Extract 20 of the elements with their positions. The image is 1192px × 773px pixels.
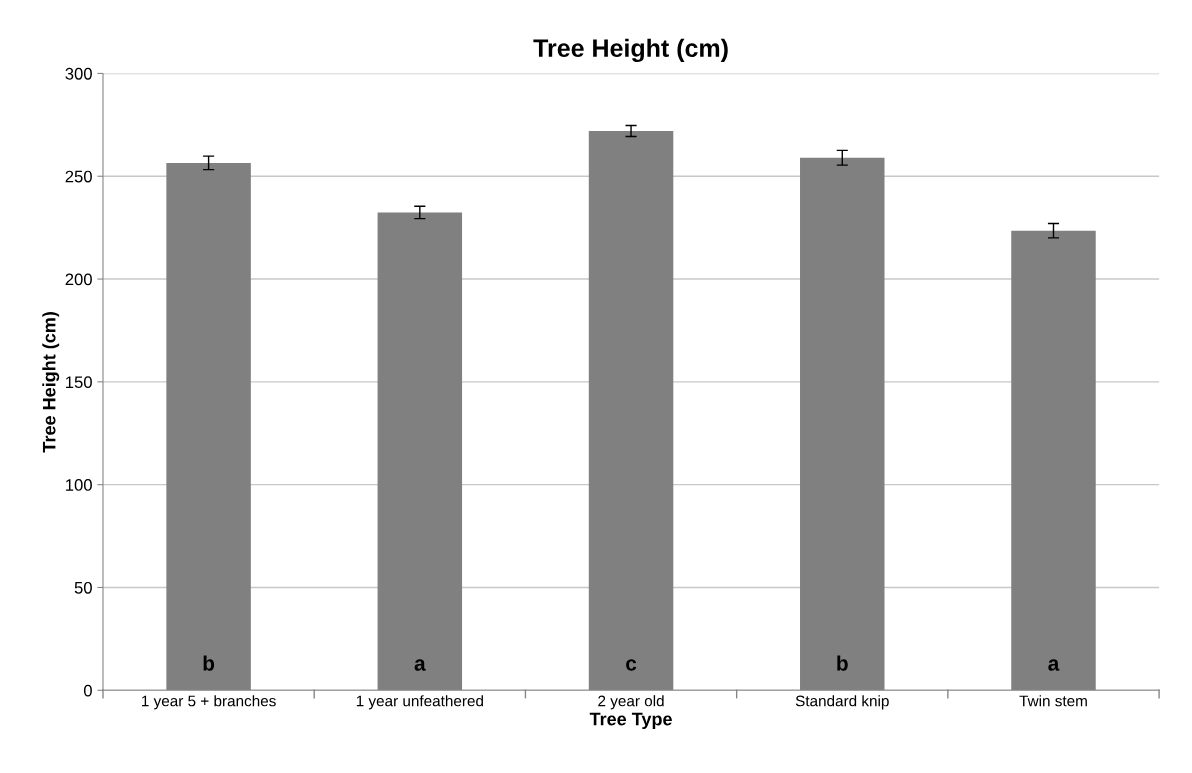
x-tick-label: Standard knip <box>795 695 889 710</box>
y-tick-label: 150 <box>66 376 92 389</box>
x-tick-label: Twin stem <box>1019 695 1087 707</box>
x-tick-label: 2 year old <box>598 695 664 710</box>
annotation: a <box>1048 659 1060 671</box>
x-tick-label: 1 year unfeathered <box>356 695 483 710</box>
chart-title: Tree Height (cm) <box>533 38 728 63</box>
y-tick-label: 100 <box>66 479 92 491</box>
annotation: c <box>626 659 637 671</box>
y-tick-label: 50 <box>74 581 92 594</box>
annotation: b <box>837 655 848 671</box>
y-axis-title: Tree Height (cm) <box>42 312 60 453</box>
x-tick-label: 1 year 5 + branches <box>142 695 276 710</box>
y-tick-label: 0 <box>83 684 92 697</box>
x-axis-title: Tree Type <box>589 712 672 729</box>
annotation: b <box>203 655 215 671</box>
y-tick-label: 200 <box>65 273 92 286</box>
y-tick-label: 300 <box>65 67 92 80</box>
annotation: a <box>414 659 426 671</box>
y-tick-label: 250 <box>65 170 92 183</box>
